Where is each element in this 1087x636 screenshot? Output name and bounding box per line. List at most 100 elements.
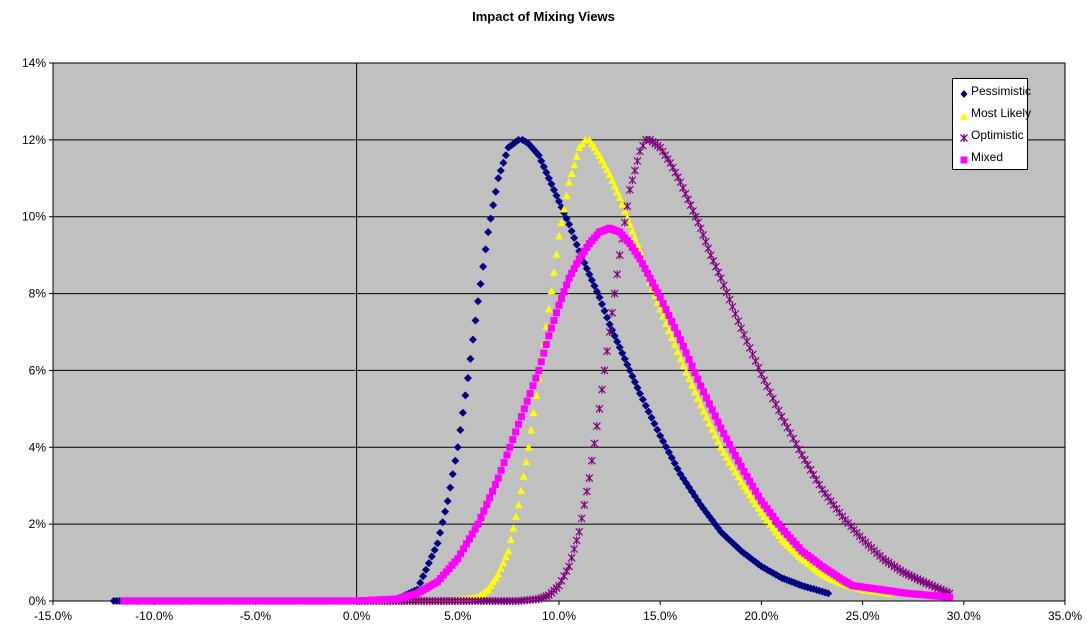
x-tick-label: -10.0% <box>135 609 173 623</box>
data-point <box>701 237 710 246</box>
data-point <box>608 308 617 317</box>
data-point <box>494 474 502 482</box>
data-point <box>451 456 460 465</box>
data-point <box>717 424 725 432</box>
data-point <box>458 408 467 417</box>
data-point <box>737 463 745 470</box>
data-point <box>676 336 684 344</box>
data-point <box>751 357 760 366</box>
data-point <box>590 281 599 290</box>
legend-item-pessimistic: Pessimistic <box>953 82 1031 101</box>
data-point <box>565 178 574 186</box>
data-point <box>462 540 470 548</box>
data-point <box>635 389 644 398</box>
data-point <box>613 337 622 346</box>
data-point <box>578 251 586 259</box>
data-point <box>618 349 627 358</box>
data-point <box>752 487 760 495</box>
data-point <box>549 185 558 194</box>
data-point <box>670 340 679 349</box>
data-point <box>702 394 710 402</box>
data-point <box>661 319 670 327</box>
legend: Pessimistic Most Likely Optimistic Mixed <box>952 78 1032 170</box>
x-tick-label: -15.0% <box>34 609 72 623</box>
data-point <box>946 593 954 601</box>
data-point <box>674 330 682 338</box>
data-point <box>685 355 693 363</box>
data-point <box>636 255 644 263</box>
data-point <box>499 158 508 167</box>
chart-title: Impact of Mixing Views <box>472 9 615 24</box>
data-point <box>679 342 687 350</box>
data-point <box>483 500 491 508</box>
data-point <box>615 343 624 352</box>
data-point <box>570 545 579 554</box>
y-tick-label: 14% <box>22 56 46 70</box>
data-point <box>748 350 757 359</box>
data-point <box>540 349 548 357</box>
x-tick-label: 5.0% <box>444 609 472 623</box>
data-point <box>433 539 442 548</box>
legend-item-mixed: Mixed <box>953 148 1027 167</box>
data-point <box>725 458 734 466</box>
data-point <box>716 443 725 451</box>
legend-label: Most Likely <box>971 106 1032 120</box>
data-point <box>723 435 731 443</box>
data-point <box>656 431 665 440</box>
plot-area <box>52 62 1066 602</box>
data-point <box>430 545 439 554</box>
data-point <box>460 545 468 553</box>
data-point <box>534 151 543 160</box>
data-point <box>610 331 619 340</box>
data-point <box>746 477 754 485</box>
data-point <box>728 446 736 454</box>
data-point <box>526 389 534 397</box>
data-point <box>630 377 639 386</box>
data-point <box>618 200 627 208</box>
data-point <box>547 180 556 189</box>
data-point <box>523 397 531 405</box>
data-point <box>728 463 737 471</box>
data-point <box>480 507 488 515</box>
data-point <box>613 270 622 279</box>
data-point <box>494 174 503 183</box>
data-point <box>519 472 528 480</box>
data-point <box>766 509 774 517</box>
data-point <box>757 497 765 505</box>
data-point <box>682 368 691 376</box>
data-point <box>585 474 594 483</box>
data-point <box>468 335 477 344</box>
data-point <box>711 412 719 420</box>
data-point <box>641 401 650 410</box>
data-point <box>688 381 697 389</box>
data-point <box>486 581 495 590</box>
data-point <box>694 375 702 383</box>
data-point <box>667 333 676 341</box>
data-point <box>529 382 537 390</box>
data-point <box>763 505 771 513</box>
data-point <box>575 527 584 536</box>
data-point <box>565 274 573 282</box>
data-point <box>667 453 676 462</box>
data-point <box>441 507 450 516</box>
data-point <box>603 347 611 356</box>
data-point <box>623 202 632 211</box>
data-point <box>484 585 493 593</box>
data-point <box>572 152 581 160</box>
data-point <box>474 520 482 528</box>
data-point <box>549 268 558 276</box>
data-point <box>497 466 505 474</box>
data-point <box>522 457 531 466</box>
data-point <box>615 193 624 201</box>
data-point <box>515 420 523 428</box>
data-point <box>555 301 563 309</box>
triangle-icon <box>959 108 969 120</box>
data-point <box>491 187 500 196</box>
data-point <box>608 176 617 184</box>
data-point <box>509 523 518 532</box>
data-point <box>570 160 579 169</box>
data-point <box>593 422 601 431</box>
data-point <box>544 174 553 183</box>
data-point <box>500 459 508 467</box>
data-point <box>595 293 604 302</box>
